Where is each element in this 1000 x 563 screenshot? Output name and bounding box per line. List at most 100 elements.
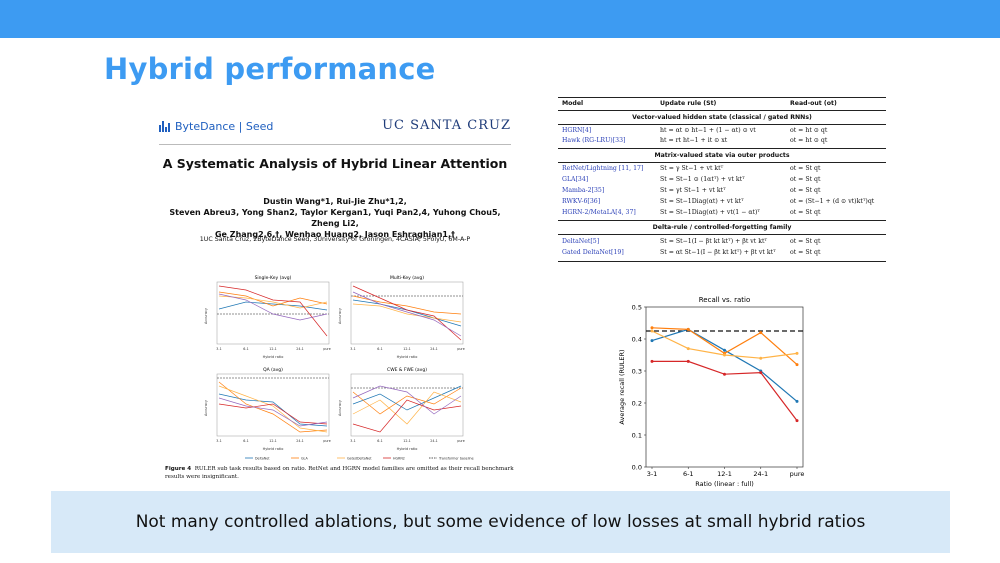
subplot-tick-label: pure (323, 439, 331, 443)
legend-label: HGRN2 (393, 456, 405, 460)
subplot-qa: QA (avg) (216, 367, 330, 437)
ruler-subplots-figure: Single-Key (avg) Multi-Key (avg) QA (avg… (204, 275, 474, 460)
cell-readout: ot = (St−1 + (d ⊙ vt)ktᵀ)qt (790, 198, 875, 205)
subplot-ylabel: Accuracy (204, 400, 208, 416)
legend-label: GLA (301, 456, 308, 460)
series-point (686, 347, 690, 351)
series-point (795, 419, 799, 423)
cell-model: HGRN[4] (562, 127, 592, 134)
cell-readout: ot = St qt (790, 209, 821, 216)
series-line (651, 328, 798, 402)
cell-update: St = αt St−1(I − βt kt ktᵀ) + βt vt ktᵀ (660, 249, 776, 256)
series-point (686, 359, 690, 363)
chart-title: Recall vs. ratio (699, 296, 751, 304)
subplot-tick-label: 24-1 (430, 347, 437, 351)
header-update-rule: Update rule (St) (660, 100, 717, 107)
subplot-tick-label: 12-1 (403, 439, 410, 443)
header-readout: Read-out (ot) (790, 100, 837, 107)
subplot-ylabel: Accuracy (204, 308, 208, 324)
table-row: RetNet/Lightning [11, 17] St = γ St−1 + … (558, 165, 886, 175)
table-row: Mamba-2[35] St = γt St−1 + vt ktᵀ ot = S… (558, 187, 886, 197)
table-row: RWKV-6[36] St = St−1Diag(αt) + vt ktᵀ ot… (558, 198, 886, 208)
y-tick-label: 0.1 (632, 431, 642, 439)
cell-model: HGRN-2/MetaLA[4, 37] (562, 209, 636, 216)
series-point (686, 327, 690, 331)
series-point (795, 363, 799, 367)
cell-update: ht = rt ht−1 + it ⊙ xt (660, 137, 728, 144)
cell-update: St = St−1Diag(αt) + vt ktᵀ (660, 198, 744, 205)
paper-title: A Systematic Analysis of Hybrid Linear A… (162, 156, 508, 171)
ucsc-logo: UC SANTA CRUZ (382, 118, 511, 133)
cell-readout: ot = St qt (790, 238, 821, 245)
figure-caption: Figure 4 RULER sub task results based on… (165, 466, 515, 481)
subplot-tick-label: pure (457, 347, 465, 351)
subplot-tick-label: 24-1 (296, 347, 303, 351)
cell-readout: ot = ht ⊙ qt (790, 127, 828, 134)
table-row: DeltaNet[5] St = St−1(I − βt kt ktᵀ) + β… (558, 238, 886, 248)
table-header-rule (558, 110, 886, 111)
subplot-tick-label: 6-1 (377, 439, 382, 443)
series-point (650, 329, 654, 333)
legend-label: GatedDeltaNet (347, 456, 372, 460)
cell-readout: ot = St qt (790, 249, 821, 256)
series-point (795, 399, 799, 403)
section-rule (558, 162, 886, 163)
legend-label: DeltaNet (255, 456, 270, 460)
y-axis-label: Average recall (RULER) (618, 349, 626, 424)
subplot-tick-label: pure (457, 439, 465, 443)
x-tick-label: 3-1 (647, 470, 658, 478)
header-model: Model (562, 100, 584, 107)
table-top-rule (558, 97, 886, 99)
subplot-tick-label: 24-1 (430, 439, 437, 443)
figure-caption-text: RULER sub task results based on ratio. R… (165, 466, 514, 480)
subplot-xlabel: Hybrid ratio (263, 355, 284, 359)
caption-box: Not many controlled ablations, but some … (51, 491, 950, 553)
cell-readout: ot = ht ⊙ qt (790, 137, 828, 144)
cell-model: RetNet/Lightning [11, 17] (562, 165, 644, 172)
subplot-tick-label: 3-1 (216, 347, 221, 351)
figure-label: Figure 4 (165, 466, 192, 472)
cell-model: GLA[34] (562, 176, 589, 183)
subplot-tick-label: 3-1 (216, 439, 221, 443)
series-point (759, 331, 763, 335)
subplot-tick-label: 3-1 (350, 347, 355, 351)
cell-update: ht = αt ⊙ ht−1 + (1 − αt) ⊙ vt (660, 127, 756, 134)
series-point (650, 339, 654, 343)
y-tick-label: 0.0 (632, 463, 642, 471)
cell-update: St = γ St−1 + vt ktᵀ (660, 165, 724, 172)
subplot-tick-label: 12-1 (269, 439, 276, 443)
x-tick-label: 24-1 (753, 470, 768, 478)
cell-readout: ot = St qt (790, 187, 821, 194)
section-rule (558, 220, 886, 221)
section-title: Matrix-valued state via outer products (654, 152, 790, 159)
cell-model: DeltaNet[5] (562, 238, 600, 245)
subplot-single-key: Single-Key (avg) (216, 275, 330, 345)
subplot-title: Multi-Key (avg) (390, 275, 424, 281)
subplot-multi-key: Multi-Key (avg) (350, 275, 464, 345)
recall-vs-ratio-chart: Recall vs. ratio 0.0 0.1 0.2 0.3 0.4 0.5 3-1 6-1… (618, 296, 804, 488)
series-point (723, 348, 726, 352)
subplot-title: CWE & FWE (avg) (387, 367, 427, 373)
paper-logos: ByteDance | Seed UC SANTA CRUZ (159, 118, 511, 136)
series-point (650, 326, 654, 330)
subplot-title: QA (avg) (263, 367, 283, 373)
y-tick-label: 0.2 (632, 399, 642, 407)
top-accent-bar (0, 0, 1000, 38)
cell-model: Hawk (RG-LRU)[33] (562, 137, 626, 144)
cell-model: Mamba-2[35] (562, 187, 605, 194)
series-point (759, 371, 763, 375)
y-tick-label: 0.4 (632, 335, 642, 343)
paper-authors: Dustin Wang*1, Rui-Jie Zhu*1,2, Steven A… (155, 196, 515, 240)
paper-excerpt: ByteDance | Seed UC SANTA CRUZ A Systema… (155, 112, 515, 487)
y-tick-label: 0.5 (632, 303, 642, 311)
section-title: Delta-rule / controlled-forgetting famil… (652, 224, 792, 231)
subplot-tick-label: 6-1 (377, 347, 382, 351)
series-line (652, 360, 798, 421)
cell-update: St = St−1 ⊙ (1αtᵀ) + vt ktᵀ (660, 176, 745, 183)
series-point (723, 353, 726, 357)
table-row: HGRN-2/MetaLA[4, 37] St = St−1Diag(αt) +… (558, 209, 886, 219)
subplot-xlabel: Hybrid ratio (397, 355, 418, 359)
subplot-xlabel: Hybrid ratio (263, 447, 284, 451)
caption-text: Not many controlled ablations, but some … (135, 512, 866, 532)
bytedance-logo: ByteDance | Seed (159, 120, 273, 133)
